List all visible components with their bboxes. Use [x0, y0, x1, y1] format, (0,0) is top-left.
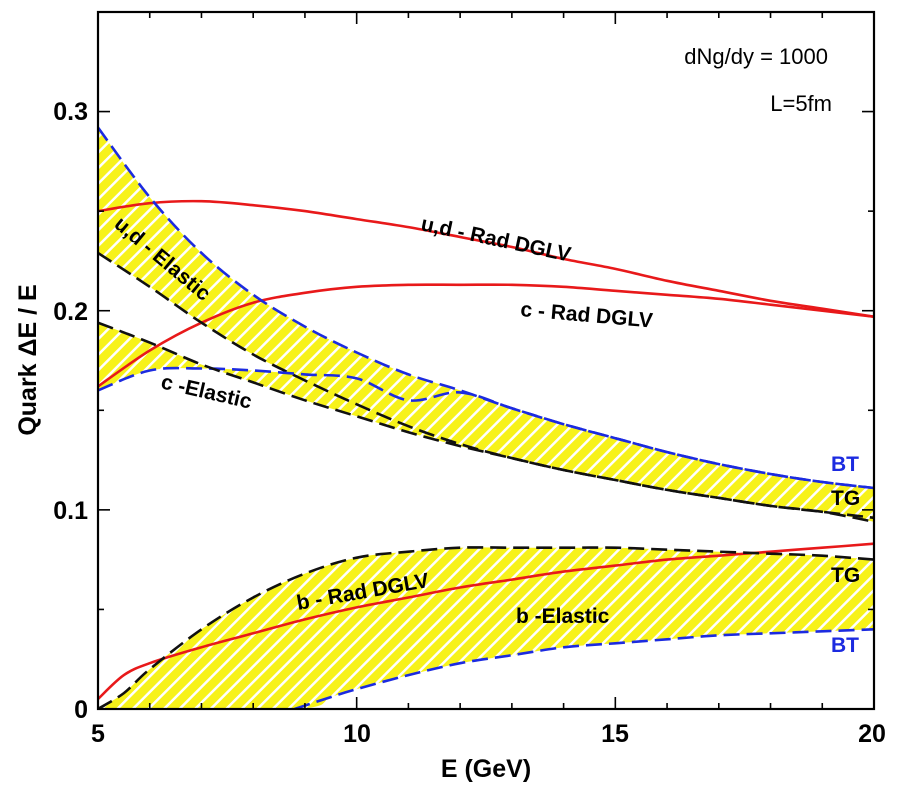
y-tick-label: 0 [74, 696, 88, 724]
x-tick-label: 10 [343, 720, 371, 748]
band-c-elastic [98, 322, 874, 522]
series-c-elastic-bt [98, 366, 874, 490]
label-bt-top: BT [831, 453, 859, 476]
series-u-d-elastic-bt [98, 126, 874, 490]
y-tick-label: 0.3 [53, 98, 88, 126]
series-b-elastic-bt [294, 628, 874, 709]
series-b-rad-dglv [98, 542, 874, 700]
elastic-bands [98, 127, 874, 709]
plot-frame [96, 10, 876, 711]
series-c-elastic-tg [98, 321, 874, 524]
y-axis-title: Quark ΔE / E [14, 284, 42, 435]
label-c-rad: c - Rad DGLV [520, 298, 654, 332]
x-tick-label: 5 [91, 720, 105, 748]
series-b-elastic-tg [98, 546, 874, 709]
axis-ticks [97, 11, 875, 710]
series-c-rad-dglv [98, 283, 874, 388]
label-ud-rad: u,d - Rad DGLV [419, 212, 573, 266]
label-b-elastic: b -Elastic [516, 605, 610, 628]
density-annotation: dNg/dy = 1000 [684, 44, 828, 69]
label-bt-bottom: BT [831, 634, 859, 657]
series-u-d-rad-dglv [98, 199, 874, 318]
x-tick-label: 20 [858, 720, 886, 748]
series-lines [98, 126, 874, 709]
y-tick-label: 0.2 [53, 298, 88, 326]
band-b-elastic [98, 547, 874, 709]
y-tick-label: 0.1 [53, 497, 88, 525]
label-tg-bottom: TG [831, 564, 860, 587]
x-tick-label: 15 [601, 720, 629, 748]
x-axis-title: E (GeV) [441, 755, 531, 783]
label-tg-top: TG [831, 487, 860, 510]
band-u-d-elastic [98, 127, 874, 518]
length-annotation: L=5fm [770, 91, 832, 116]
